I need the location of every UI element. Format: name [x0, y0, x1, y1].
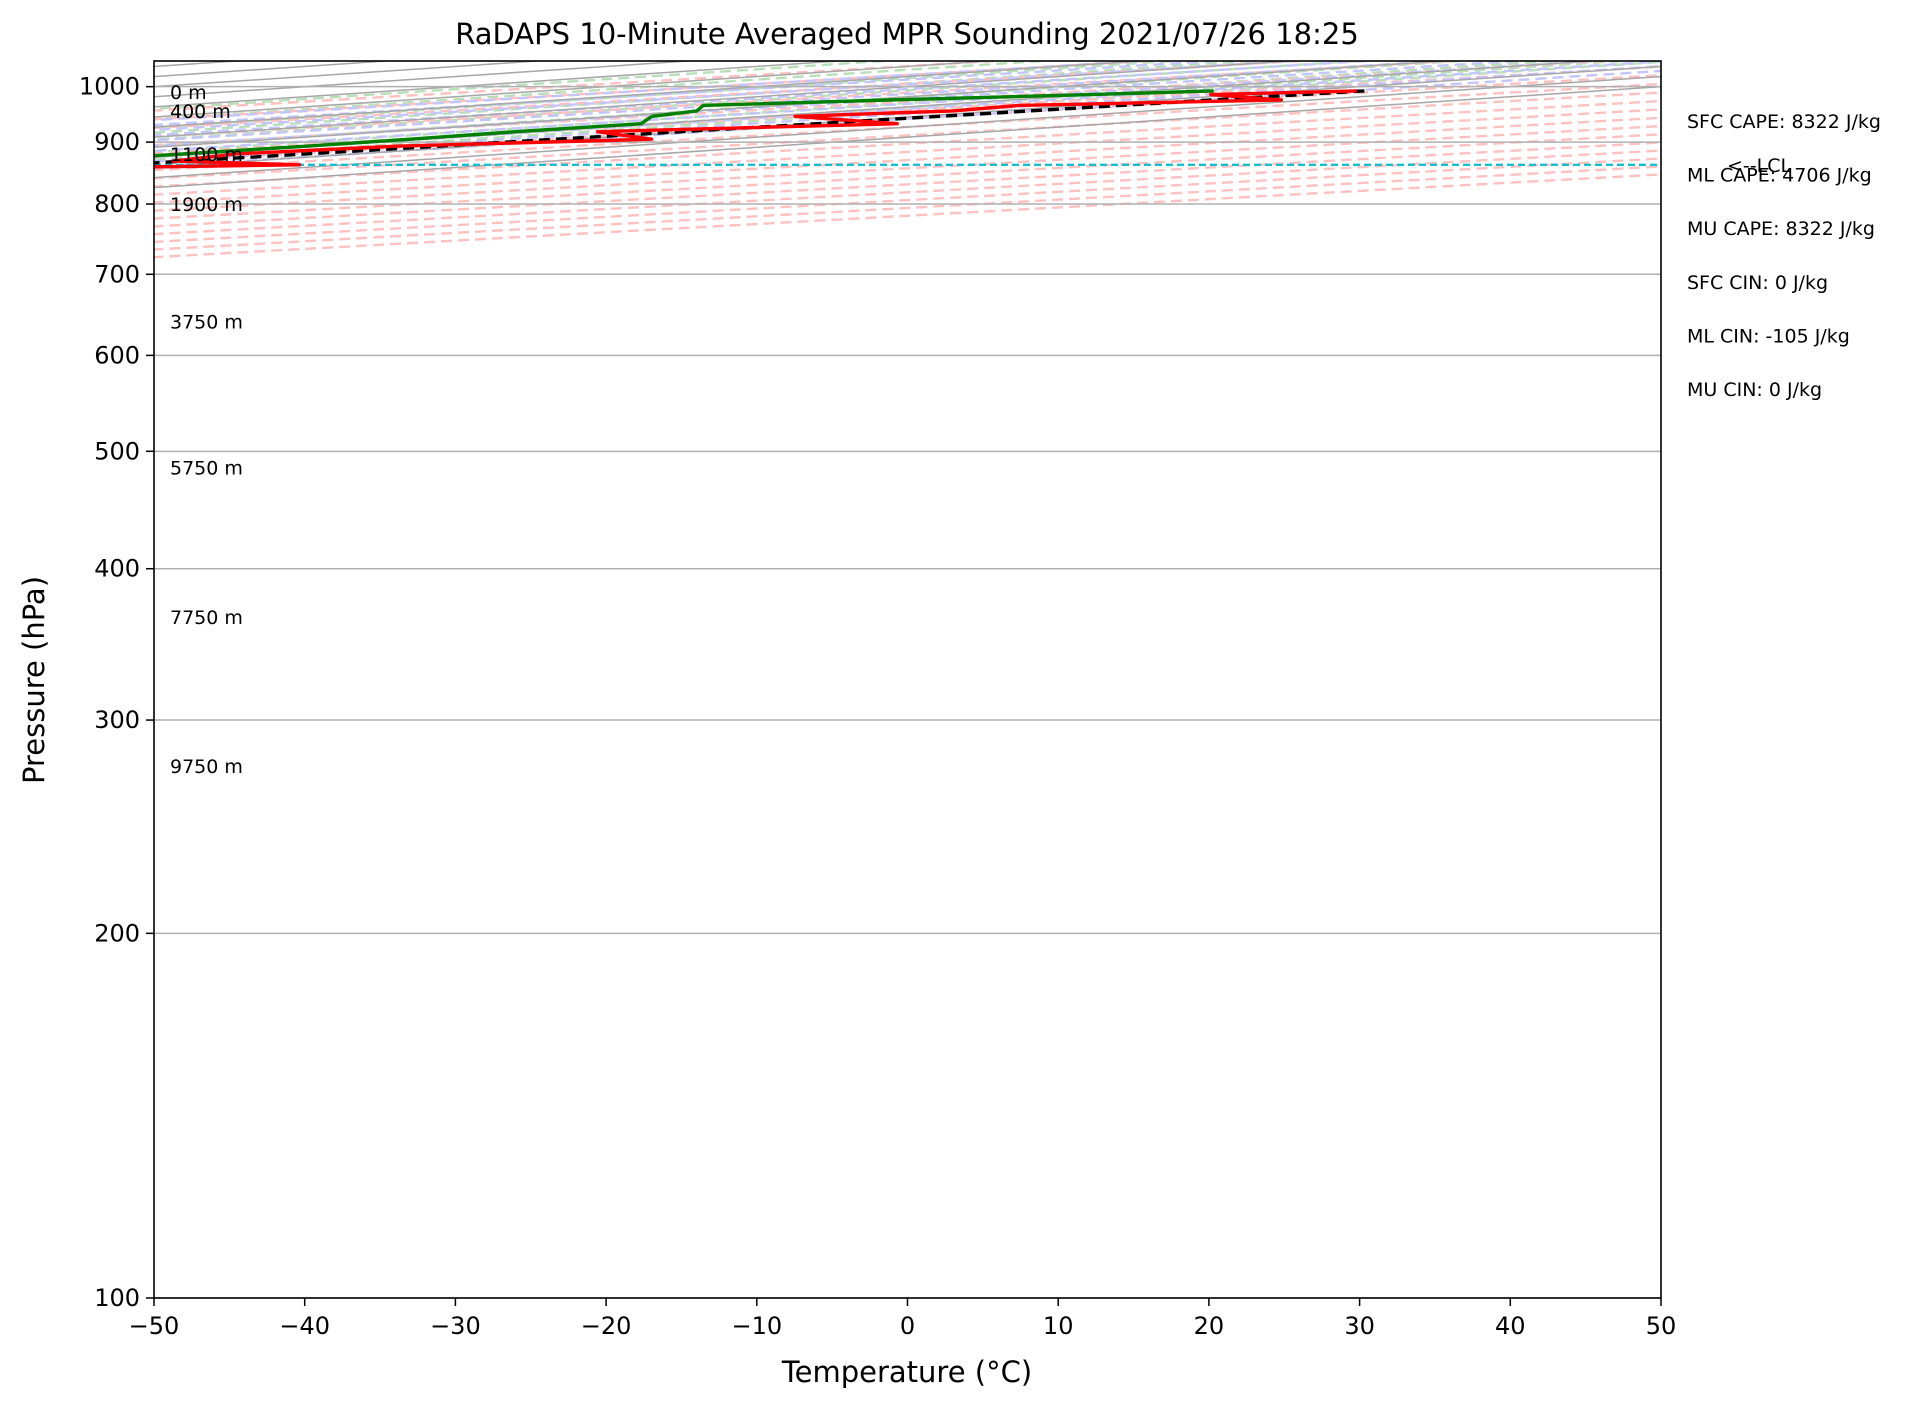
- x-tick-label: 40: [1495, 1312, 1526, 1340]
- mixing-ratio-line: [154, 61, 1042, 121]
- x-tick-label: 30: [1344, 1312, 1375, 1340]
- mixing-ratio-line: [154, 61, 1171, 129]
- x-tick-label: 0: [900, 1312, 915, 1340]
- y-tick-label: 200: [94, 919, 140, 947]
- mixing-ratio-line: [154, 61, 884, 111]
- height-label: 5750 m: [170, 457, 243, 479]
- stat-label: ML CAPE: 4706 J/kg: [1687, 165, 1872, 187]
- height-label: 7750 m: [170, 607, 243, 629]
- x-axis-label: Temperature (°C): [781, 1355, 1032, 1389]
- x-tick-label: −50: [129, 1312, 180, 1340]
- moist-adiabat-line: [154, 61, 1592, 153]
- chart-title: RaDAPS 10-Minute Averaged MPR Sounding 2…: [455, 17, 1359, 51]
- dewpoint-profile-line: [154, 89, 1214, 158]
- plot-background: [154, 61, 1661, 1298]
- mixing-ratio-line: [154, 61, 1358, 141]
- y-tick-label: 600: [94, 341, 140, 369]
- stat-label: MU CIN: 0 J/kg: [1687, 379, 1822, 401]
- x-tick-label: −40: [279, 1312, 330, 1340]
- height-label: 9750 m: [170, 756, 243, 778]
- y-tick-label: 100: [94, 1284, 140, 1312]
- x-tick-label: 50: [1646, 1312, 1677, 1340]
- lcl-label: <--LCL: [1727, 155, 1791, 177]
- x-tick-label: −30: [430, 1312, 481, 1340]
- dry-adiabat-line: [154, 116, 1661, 204]
- x-tick-label: 20: [1194, 1312, 1225, 1340]
- y-axis-ticks: 1000 900 800 700 600 500 400 300 200 100: [79, 73, 154, 1312]
- y-tick-label: 800: [94, 190, 140, 218]
- dry-adiabat-line: [154, 141, 1661, 228]
- dry-adiabat-line: [154, 99, 1661, 188]
- y-tick-label: 300: [94, 706, 140, 734]
- stat-label: SFC CIN: 0 J/kg: [1687, 272, 1828, 294]
- height-label: 3750 m: [170, 311, 243, 333]
- x-tick-label: −10: [731, 1312, 782, 1340]
- y-tick-label: 700: [94, 260, 140, 288]
- y-axis-label: Pressure (hPa): [17, 576, 51, 784]
- temperature-profile-line: [154, 89, 1357, 169]
- height-label: 1100 m: [170, 144, 243, 166]
- stat-label: ML CIN: -105 J/kg: [1687, 325, 1850, 347]
- stability-stats: SFC CAPE: 8322 J/kg ML CAPE: 4706 J/kg MU …: [1687, 111, 1881, 401]
- x-tick-label: −20: [581, 1312, 632, 1340]
- x-tick-label: 10: [1043, 1312, 1074, 1340]
- height-label: 1900 m: [170, 194, 243, 216]
- dry-adiabat-line: [154, 133, 1661, 220]
- y-tick-label: 500: [94, 437, 140, 465]
- x-axis-ticks: −50 −40 −30 −20 −10 0 10 20 30 40 50: [129, 1298, 1677, 1340]
- stat-label: MU CAPE: 8322 J/kg: [1687, 218, 1875, 240]
- height-label: 0 m: [170, 82, 207, 104]
- height-label: 400 m: [170, 101, 231, 123]
- y-tick-label: 400: [94, 555, 140, 583]
- stat-label: SFC CAPE: 8322 J/kg: [1687, 111, 1881, 133]
- y-tick-label: 900: [94, 128, 140, 156]
- dry-adiabat-line: [154, 91, 1661, 180]
- pressure-gridlines: [154, 85, 1661, 1298]
- y-tick-label: 1000: [79, 73, 140, 101]
